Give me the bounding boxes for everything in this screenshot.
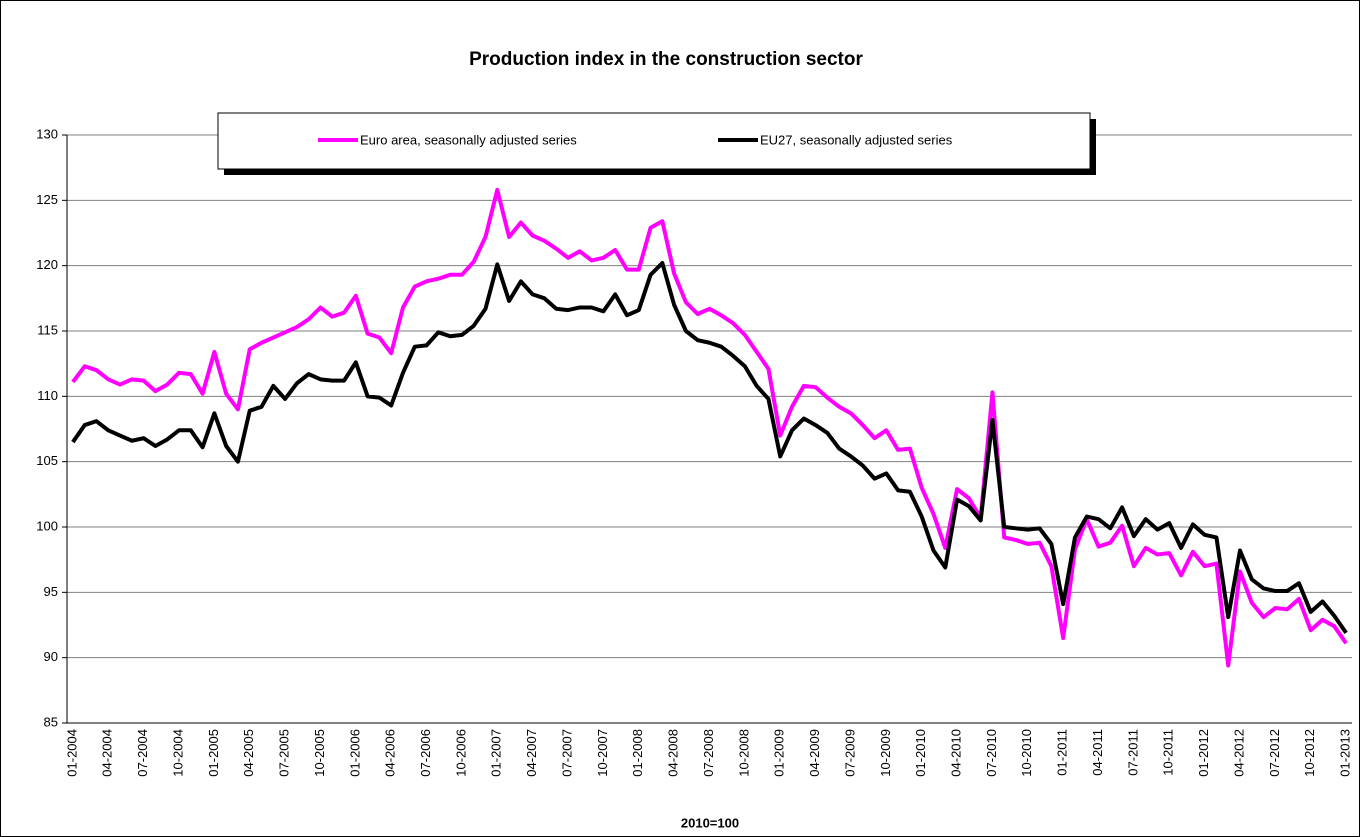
x-tick-label: 04-2011 bbox=[1090, 729, 1105, 776]
x-tick-label: 01-2005 bbox=[206, 729, 221, 777]
y-tick-label: 90 bbox=[44, 649, 58, 664]
x-tick-label: 01-2013 bbox=[1338, 729, 1353, 777]
x-tick-label: 04-2007 bbox=[524, 729, 539, 777]
x-tick-label: 01-2009 bbox=[772, 729, 787, 777]
x-tick-label: 07-2006 bbox=[418, 729, 433, 777]
x-tick-label: 04-2010 bbox=[949, 729, 964, 777]
x-tick-label: 07-2007 bbox=[559, 729, 574, 777]
x-tick-label: 04-2004 bbox=[100, 729, 115, 777]
x-tick-label: 01-2006 bbox=[347, 729, 362, 777]
series-line bbox=[71, 261, 1348, 634]
y-tick-label: 120 bbox=[36, 257, 58, 272]
x-axis-title: 2010=100 bbox=[681, 815, 739, 830]
x-tick-label: 04-2012 bbox=[1231, 729, 1246, 777]
x-tick-label: 10-2008 bbox=[736, 729, 751, 777]
x-tick-label: 10-2009 bbox=[878, 729, 893, 777]
x-tick-label: 10-2007 bbox=[595, 729, 610, 777]
legend-label: Euro area, seasonally adjusted series bbox=[360, 132, 577, 147]
legend-label: EU27, seasonally adjusted series bbox=[760, 132, 953, 147]
x-tick-label: 10-2012 bbox=[1302, 729, 1317, 777]
y-tick-label: 100 bbox=[36, 518, 58, 533]
y-tick-label: 105 bbox=[36, 453, 58, 468]
x-tick-label: 10-2005 bbox=[312, 729, 327, 777]
x-tick-label: 07-2010 bbox=[984, 729, 999, 777]
x-tick-label: 07-2008 bbox=[701, 729, 716, 777]
y-tick-label: 85 bbox=[44, 714, 58, 729]
x-tick-label: 01-2007 bbox=[489, 729, 504, 777]
legend bbox=[217, 112, 1091, 170]
chart-title: Production index in the construction sec… bbox=[469, 49, 863, 70]
y-tick-label: 95 bbox=[44, 584, 58, 599]
x-tick-label: 07-2009 bbox=[842, 729, 857, 777]
x-tick-label: 01-2008 bbox=[630, 729, 645, 777]
x-tick-label: 07-2005 bbox=[277, 729, 292, 777]
x-tick-label: 07-2004 bbox=[135, 729, 150, 777]
x-tick-label: 10-2006 bbox=[453, 729, 468, 777]
x-tick-label: 10-2011 bbox=[1161, 729, 1176, 776]
series-line bbox=[71, 187, 1348, 668]
x-tick-label: 01-2010 bbox=[913, 729, 928, 777]
y-tick-label: 130 bbox=[36, 126, 58, 141]
x-tick-label: 04-2005 bbox=[241, 729, 256, 777]
y-tick-label: 110 bbox=[37, 388, 58, 403]
y-tick-label: 115 bbox=[37, 322, 58, 337]
x-tick-label: 10-2010 bbox=[1019, 729, 1034, 777]
x-tick-label: 01-2012 bbox=[1196, 729, 1211, 777]
y-tick-label: 125 bbox=[36, 192, 58, 207]
x-tick-label: 10-2004 bbox=[170, 729, 185, 777]
x-tick-label: 01-2011 bbox=[1055, 729, 1070, 776]
x-tick-label: 07-2011 bbox=[1125, 729, 1140, 776]
x-tick-label: 04-2009 bbox=[807, 729, 822, 777]
x-tick-label: 07-2012 bbox=[1267, 729, 1282, 777]
x-tick-label: 01-2004 bbox=[64, 729, 79, 777]
x-tick-label: 04-2008 bbox=[666, 729, 681, 777]
x-tick-label: 04-2006 bbox=[383, 729, 398, 777]
